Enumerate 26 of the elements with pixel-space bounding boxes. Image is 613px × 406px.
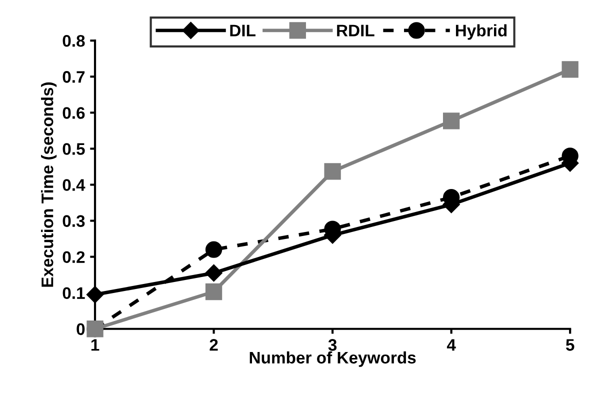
y-tick-label: 0.3 (62, 215, 85, 227)
point (562, 61, 578, 78)
point (442, 112, 460, 130)
y-tick-label: 0.5 (62, 143, 85, 155)
x-tick-label: 2 (210, 339, 218, 351)
y-tick-label: 0.2 (62, 251, 85, 263)
y-tick-label: 0 (76, 323, 85, 336)
x-tick-label: 3 (328, 339, 337, 351)
x-tick-label: 5 (566, 339, 574, 351)
x-axis-title: Number of Keywords (250, 351, 416, 367)
x-tick-label: 4 (446, 339, 456, 351)
y-tick-label: 0.4 (62, 179, 86, 191)
point (324, 163, 341, 180)
point (86, 286, 104, 304)
y-tick-label: 0.8 (62, 35, 85, 47)
legend-label: DIL (230, 24, 256, 36)
y-tick-label: 0.1 (62, 287, 85, 300)
point (205, 241, 222, 258)
point (205, 264, 222, 282)
y-axis-title: Execution Time (seconds) (41, 82, 57, 287)
y-tick-label: 0.7 (62, 71, 85, 83)
point (205, 283, 222, 300)
x-tick-label: 1 (91, 339, 100, 351)
legend-label: Hybrid (456, 24, 507, 40)
legend-label: RDIL (337, 24, 374, 36)
y-tick-label: 0.6 (62, 107, 85, 119)
